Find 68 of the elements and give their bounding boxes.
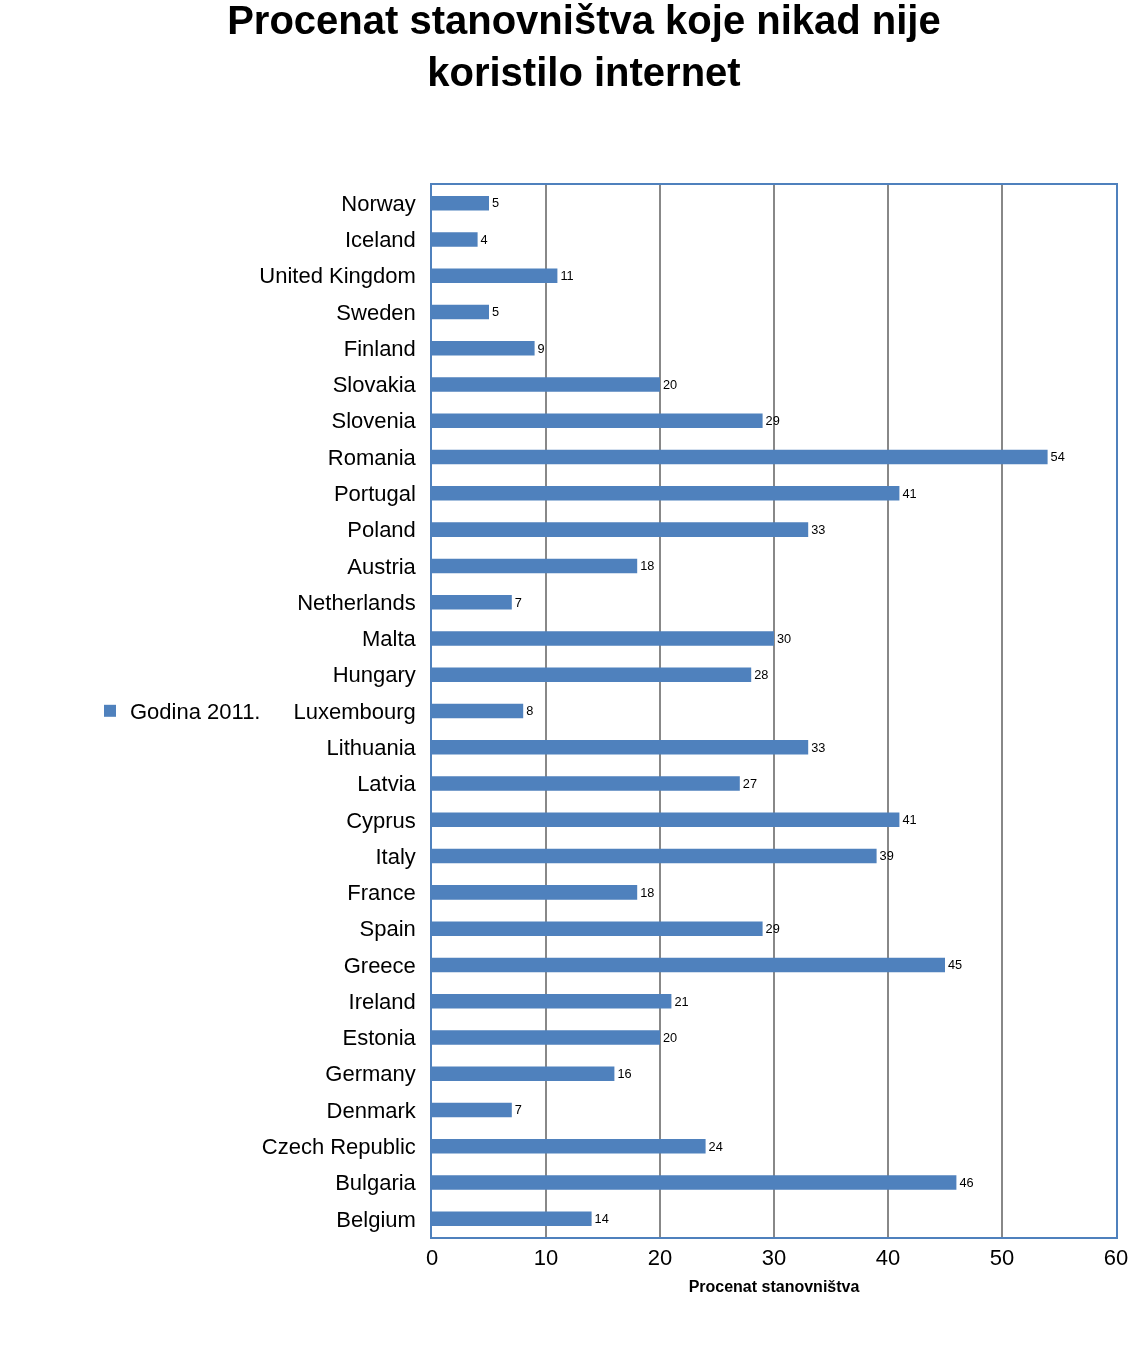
y-tick-label: Norway [341,190,416,216]
data-label: 46 [959,1174,974,1190]
x-axis-title: Procenat stanovništva [688,1278,860,1296]
y-tick-label: Czech Republic [261,1134,416,1160]
x-tick-label: 50 [989,1245,1015,1271]
y-tick-label: Latvia [357,771,417,797]
x-tick-label: 60 [1103,1245,1129,1271]
data-label: 9 [537,340,545,356]
y-tick-label: United Kingdom [259,263,416,289]
y-tick-label: Lithuania [326,734,417,760]
data-label: 28 [754,667,769,683]
y-tick-label: Malta [362,626,417,652]
y-tick-label: Luxembourg [293,698,416,724]
y-tick-label: Germany [325,1061,416,1087]
y-tick-label: Romania [327,444,417,470]
y-tick-label: Portugal [333,481,416,507]
data-label: 21 [674,993,689,1009]
data-label: 41 [902,485,917,501]
data-label: 18 [640,884,655,900]
y-tick-label: Belgium [336,1206,416,1232]
data-label: 5 [492,195,500,211]
y-tick-label: Finland [343,335,416,361]
data-label: 29 [765,413,780,429]
x-tick-label: 0 [425,1245,439,1271]
data-label: 39 [879,848,894,864]
x-tick-label: 40 [875,1245,901,1271]
chart-title: Procenat stanovništva koje nikad nije koristilo internet [227,0,941,94]
data-label: 27 [742,775,757,791]
y-tick-label: Greece [343,952,416,978]
data-label: 41 [902,812,917,828]
data-label: 7 [514,594,522,610]
y-tick-label: Spain [359,916,416,942]
x-tick-label: 20 [647,1245,673,1271]
data-label: 54 [1050,449,1065,465]
y-tick-label: Slovenia [331,408,417,434]
data-label: 8 [526,703,534,719]
data-label: 29 [765,921,780,937]
y-tick-label: Bulgaria [335,1170,417,1196]
x-tick-label: 30 [761,1245,787,1271]
data-label: 24 [708,1138,723,1154]
data-label: 30 [777,630,792,646]
y-tick-label: Denmark [326,1097,417,1123]
y-tick-label: Slovakia [332,372,417,398]
data-label: 33 [811,739,826,755]
y-tick-label: Netherlands [297,589,416,615]
data-label: 7 [514,1102,522,1118]
data-label: 14 [594,1211,609,1227]
data-label: 11 [560,268,574,284]
y-tick-label: Estonia [342,1025,417,1051]
data-label: 33 [811,521,826,537]
y-tick-label: Ireland [348,988,416,1014]
x-tick-label: 10 [533,1245,559,1271]
y-tick-label: Austria [347,553,417,579]
data-label: 16 [617,1066,632,1082]
data-label: 18 [640,558,655,574]
y-tick-label: Italy [375,843,416,869]
legend-label: Godina 2011. [130,699,261,725]
data-label: 45 [948,957,963,973]
y-tick-label: Poland [347,517,416,543]
data-label: 5 [492,304,500,320]
y-tick-label: Cyprus [346,807,416,833]
y-tick-label: France [347,880,416,906]
y-tick-label: Sweden [336,299,416,325]
data-label: 20 [663,376,678,392]
y-tick-label: Hungary [332,662,416,688]
y-tick-label: Iceland [344,227,416,253]
data-label: 4 [480,231,488,247]
data-label: 20 [663,1029,678,1045]
